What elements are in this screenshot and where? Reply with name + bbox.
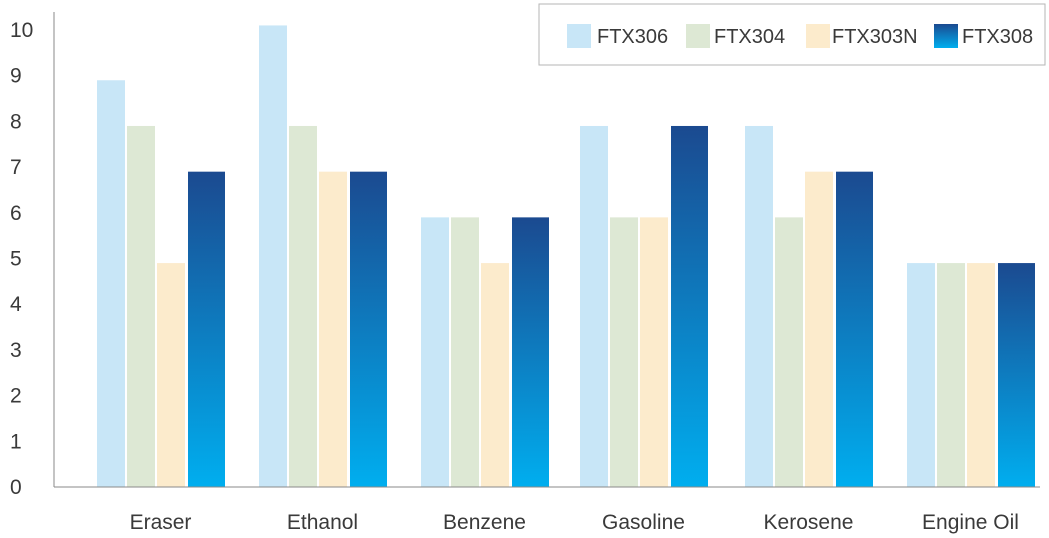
y-tick-label: 8	[10, 110, 22, 133]
x-tick-label: Benzene	[443, 511, 526, 534]
y-tick-label: 0	[10, 476, 22, 499]
bar-ftx303n-kerosene	[805, 171, 833, 488]
x-tick-label: Kerosene	[764, 511, 854, 534]
bar-ftx308-engine-oil	[998, 263, 1035, 487]
bar-ftx304-kerosene	[775, 217, 803, 487]
bar-ftx308-ethanol	[350, 171, 387, 488]
bar-ftx304-gasoline	[610, 217, 638, 487]
y-tick-label: 2	[10, 385, 22, 408]
y-tick-label: 1	[10, 430, 22, 453]
bar-ftx308-kerosene	[836, 171, 873, 488]
legend-label-ftx306: FTX306	[597, 26, 668, 48]
legend-label-ftx308: FTX308	[962, 26, 1033, 48]
legend-swatch-ftx303n	[806, 24, 830, 48]
x-tick-label: Gasoline	[602, 511, 685, 534]
bar-ftx303n-benzene	[481, 263, 509, 487]
legend-label-ftx304: FTX304	[714, 26, 785, 48]
bar-ftx308-gasoline	[671, 125, 708, 487]
bar-ftx308-eraser	[188, 171, 225, 488]
y-tick-label: 5	[10, 248, 22, 271]
x-tick-label: Eraser	[130, 511, 192, 534]
bar-ftx303n-engine-oil	[967, 263, 995, 487]
bar-ftx304-ethanol	[289, 125, 317, 487]
bar-ftx306-benzene	[421, 217, 449, 487]
legend-swatch-ftx304	[686, 24, 710, 48]
bar-ftx304-engine-oil	[937, 263, 965, 487]
y-tick-label: 3	[10, 339, 22, 362]
legend-box	[538, 3, 1046, 66]
y-tick-label: 9	[10, 65, 22, 88]
bar-ftx303n-eraser	[157, 263, 185, 487]
y-axis: 0 1 2 3 4 5 6 7 8 9 10	[10, 12, 55, 499]
legend-swatch-ftx308	[934, 24, 958, 48]
bar-ftx303n-gasoline	[640, 217, 668, 487]
y-tick-label: 10	[10, 19, 33, 42]
bar-ftx306-eraser	[97, 80, 125, 488]
bar-ftx303n-ethanol	[319, 171, 347, 488]
bar-ftx304-benzene	[451, 217, 479, 487]
legend-swatch-ftx306	[567, 24, 591, 48]
bar-ftx306-engine-oil	[907, 263, 935, 487]
y-tick-label: 7	[10, 156, 22, 179]
y-tick-label: 6	[10, 202, 22, 225]
x-tick-label: Engine Oil	[922, 511, 1019, 534]
bar-ftx306-gasoline	[580, 125, 608, 487]
bars	[97, 25, 1035, 488]
legend: FTX306 FTX304 FTX303N FTX308	[538, 3, 1046, 66]
bar-ftx304-eraser	[127, 125, 155, 487]
x-tick-label: Ethanol	[287, 511, 358, 534]
bar-ftx306-kerosene	[745, 125, 773, 487]
bar-ftx308-benzene	[512, 217, 549, 487]
legend-label-ftx303n: FTX303N	[832, 26, 918, 48]
bar-ftx306-ethanol	[259, 25, 287, 488]
y-tick-label: 4	[10, 293, 22, 316]
x-axis: Eraser Ethanol Benzene Gasoline Kerosene Engi…	[54, 486, 1040, 534]
